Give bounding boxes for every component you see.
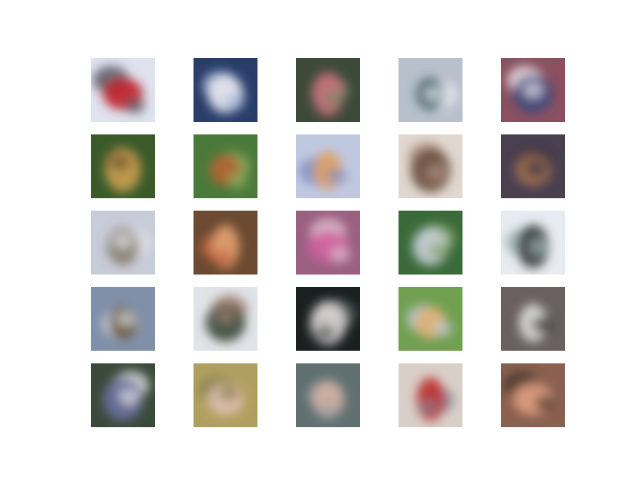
sample-image — [501, 134, 565, 199]
image-blob — [523, 82, 543, 98]
image-content — [202, 71, 245, 113]
image-blob — [532, 316, 552, 333]
image-content — [416, 78, 458, 110]
sample-image — [296, 286, 360, 351]
sample-image — [398, 134, 463, 199]
image-content — [102, 306, 138, 339]
sample-image — [296, 210, 360, 275]
image-blob — [318, 403, 338, 420]
image-blob — [119, 389, 139, 406]
image-blob — [125, 98, 145, 114]
image-content — [205, 294, 248, 342]
image-blob — [215, 306, 236, 323]
image-blob — [113, 232, 133, 249]
image-blob — [224, 94, 245, 110]
sample-image — [91, 134, 155, 199]
image-blob — [526, 160, 546, 177]
image-blob — [417, 399, 438, 416]
image-content — [93, 66, 145, 114]
image-blob — [324, 90, 344, 106]
sample-image — [398, 363, 463, 428]
image-blob — [529, 238, 549, 255]
sample-image — [91, 363, 155, 428]
image-content — [198, 376, 244, 416]
sample-image — [193, 58, 258, 122]
image-blob — [315, 324, 335, 341]
image-content — [516, 303, 552, 342]
image-blob — [218, 385, 239, 402]
sample-image — [501, 286, 565, 351]
image-content — [312, 72, 348, 116]
image-content — [507, 66, 553, 113]
sample-image — [296, 134, 360, 199]
image-blob — [330, 246, 350, 263]
image-content — [412, 223, 456, 266]
sample-image — [193, 210, 258, 275]
image-blob — [429, 242, 450, 259]
sample-image — [193, 134, 258, 199]
image-content — [103, 371, 149, 422]
sample-image — [91, 58, 155, 122]
sample-image — [501, 58, 565, 122]
sample-image — [398, 210, 463, 275]
image-content — [308, 380, 344, 420]
sample-image — [501, 210, 565, 275]
image-content — [505, 224, 549, 269]
sample-image — [398, 58, 463, 122]
image-blob — [227, 172, 248, 189]
image-content — [299, 151, 347, 190]
image-blob — [423, 86, 444, 102]
image-content — [408, 142, 451, 193]
sample-image — [296, 58, 360, 122]
sample-image — [91, 286, 155, 351]
image-blob — [426, 164, 447, 181]
sample-image — [398, 286, 463, 351]
sample-image — [296, 363, 360, 428]
image-content — [503, 371, 555, 416]
image-blob — [212, 250, 233, 267]
image-content — [200, 224, 240, 269]
image-content — [308, 218, 350, 263]
image-content — [416, 377, 454, 422]
sample-image — [501, 363, 565, 428]
image-blob — [432, 320, 453, 337]
image-content — [515, 147, 554, 187]
image-content — [310, 299, 357, 345]
image-blob — [116, 310, 136, 327]
image-blob — [327, 168, 347, 185]
sample-image — [91, 210, 155, 275]
sample-image — [193, 286, 258, 351]
image-blob — [110, 154, 130, 171]
sample-image — [193, 363, 258, 428]
image-content — [209, 152, 250, 189]
image-content — [104, 147, 141, 193]
image-blob — [535, 395, 555, 412]
image-content — [107, 227, 151, 266]
image-content — [406, 304, 453, 339]
